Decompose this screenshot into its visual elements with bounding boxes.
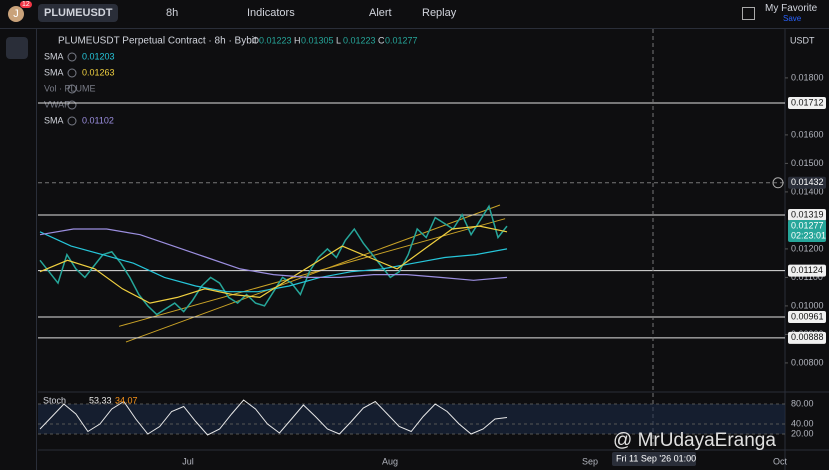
countdown: 02:23:01 xyxy=(791,230,826,240)
series-line xyxy=(39,228,508,281)
level-box xyxy=(788,96,826,109)
level-label: 0.01712 xyxy=(791,97,824,107)
y-tick-label: 0.01500 xyxy=(791,158,824,168)
stoch-band xyxy=(38,404,785,434)
indicator-value: 0.01102 xyxy=(82,115,114,125)
ohlc-value: 0.01305 xyxy=(301,35,334,45)
x-tick-label: Sep xyxy=(582,456,598,466)
chart-title: PLUMEUSDT Perpetual Contract · 8h · Bybi… xyxy=(58,36,257,47)
ohlc-label: H xyxy=(294,35,301,45)
interval[interactable]: 8h xyxy=(166,7,179,19)
y-tick-label: 0.00800 xyxy=(791,357,824,367)
series-line xyxy=(39,204,508,316)
series-line xyxy=(39,231,508,293)
ohlc-value: 0.01223 xyxy=(259,35,292,45)
ohlc-value: 0.01223 xyxy=(343,35,376,45)
ohlc-label: L xyxy=(336,35,341,45)
indicator-name: SMA xyxy=(44,67,64,77)
symbol[interactable]: PLUMEUSDT xyxy=(38,4,119,22)
sidebar xyxy=(0,29,37,470)
indicator-icon xyxy=(67,100,77,110)
indicator-name: Vol · PLUME xyxy=(44,83,96,93)
crosshair-price: 0.01432 xyxy=(791,177,824,187)
level-label: 0.00888 xyxy=(791,332,824,342)
channel-line xyxy=(125,204,501,343)
indicator-name: VWAP xyxy=(44,99,70,109)
watermark: @ MrUdayaEranga xyxy=(613,430,776,451)
level-label: 0.00961 xyxy=(791,311,824,321)
y-tick-label: 0.01200 xyxy=(791,243,824,253)
level-box xyxy=(788,208,826,221)
crosshair-time: Fri 11 Sep '26 01:00 xyxy=(616,453,696,463)
stoch-line xyxy=(39,399,508,436)
indicator-icon xyxy=(67,116,77,126)
indicator-value: 0.01263 xyxy=(82,67,115,77)
stoch-name: Stoch xyxy=(43,395,66,405)
indicators-button[interactable]: Indicators xyxy=(247,7,295,19)
level-box xyxy=(788,311,826,324)
save[interactable]: Save xyxy=(783,14,802,23)
indicator-name: SMA xyxy=(44,115,64,125)
ohlc-label: O xyxy=(252,35,259,45)
last-price-box xyxy=(788,219,826,242)
stoch-tick-label: 80.00 xyxy=(791,398,814,408)
indicator-icon xyxy=(67,84,77,94)
y-tick-label: 0.01600 xyxy=(791,129,824,139)
series-line xyxy=(39,225,508,304)
level-label: 0.01124 xyxy=(791,265,823,275)
currency: USDT xyxy=(790,35,815,45)
y-tick-label: 0.01000 xyxy=(791,300,824,310)
level-label: 0.01319 xyxy=(791,209,824,219)
stoch-tick-label: 20.00 xyxy=(791,428,814,438)
channel-line xyxy=(118,218,506,327)
indicator-icon xyxy=(67,68,77,78)
y-tick-label: 0.01800 xyxy=(791,72,824,82)
indicator-value: 0.01203 xyxy=(82,51,115,61)
avatar[interactable]: J xyxy=(8,6,24,22)
y-tick-label: 0.01100 xyxy=(791,272,823,282)
stoch-d: 34.07 xyxy=(115,395,138,405)
ohlc-label: C xyxy=(378,35,385,45)
x-tick-label: Aug xyxy=(382,456,398,466)
ohlc-value: 0.01277 xyxy=(385,35,418,45)
replay-button[interactable]: Replay xyxy=(422,7,457,19)
x-tick-label: Jul xyxy=(182,456,194,466)
last-price: 0.01277 xyxy=(791,220,824,230)
toolbar: J 12 PLUMEUSDT 8h Indicators Alert Repla… xyxy=(0,0,829,29)
crosshair-box xyxy=(788,176,826,189)
indicator-icon xyxy=(67,52,77,62)
level-box xyxy=(788,264,826,277)
indicator-name: SMA xyxy=(44,51,64,61)
cursor-tool[interactable] xyxy=(6,37,28,59)
crosshair-time-box xyxy=(612,452,696,466)
stoch-tick-label: 40.00 xyxy=(791,418,814,428)
badge: 12 xyxy=(20,1,32,8)
y-tick-label: 0.01400 xyxy=(791,186,824,196)
alert-button[interactable]: Alert xyxy=(369,7,392,19)
level-box xyxy=(788,331,826,344)
favorite[interactable]: My Favorite xyxy=(765,3,818,14)
checkbox[interactable] xyxy=(742,7,755,20)
add-button xyxy=(772,177,784,189)
stoch-k: 53.33 xyxy=(89,395,112,405)
x-tick-label: Oct xyxy=(773,456,788,466)
